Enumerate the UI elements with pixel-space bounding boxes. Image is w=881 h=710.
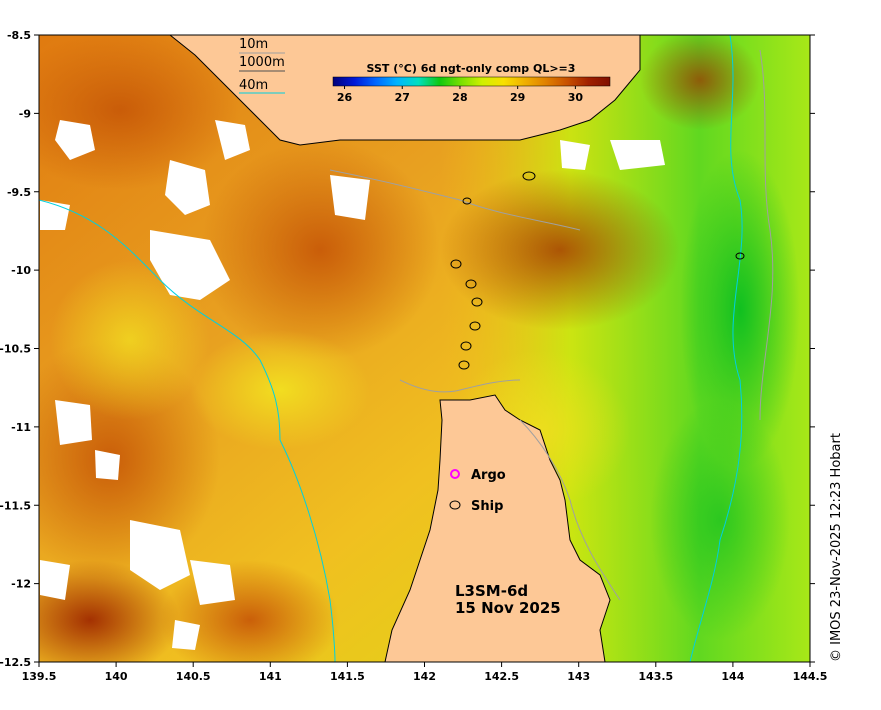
colorbar-tick-label: 27 <box>395 91 410 104</box>
lon-tick-label: 140 <box>105 670 128 683</box>
ship-marker <box>450 259 462 269</box>
lat-tick-label: -10 <box>11 264 31 277</box>
lat-tick-label: -10.5 <box>0 343 31 356</box>
product-label: L3SM-6d 15 Nov 2025 <box>455 582 561 617</box>
lon-tick-label: 142 <box>413 670 436 683</box>
cape-york-peninsula <box>384 394 611 663</box>
ship-symbol <box>449 500 461 510</box>
longitude-axis: 139.5 140 140.5 141 141.5 142 142.5 143 143.5 144… <box>22 662 828 683</box>
ship-marker <box>458 360 470 370</box>
ship-label: Ship <box>471 499 503 514</box>
lon-tick-label: 143.5 <box>638 670 673 683</box>
ship-marker <box>462 197 472 205</box>
sst-hot-patch-sw <box>39 560 180 662</box>
lat-tick-label: -9 <box>19 107 31 120</box>
colorbar-ticks: 26 27 28 29 30 <box>337 86 583 104</box>
argo-label: Argo <box>471 468 506 483</box>
lat-tick-label: -11.5 <box>0 499 31 512</box>
lat-tick-label: -9.5 <box>7 186 31 199</box>
lon-tick-label: 143 <box>567 670 590 683</box>
colorbar-title: SST (°C) 6d ngt-only comp QL>=3 <box>367 62 576 75</box>
sst-warm-patch-central <box>200 140 440 360</box>
observation-legend: Argo Ship <box>449 468 506 514</box>
contour-10m-east <box>759 49 774 421</box>
contour-40m-west <box>39 199 281 441</box>
lon-tick-label: 141 <box>259 670 282 683</box>
colorbar-tick-label: 28 <box>452 91 467 104</box>
contour-40m-east <box>689 35 743 662</box>
land <box>168 34 641 663</box>
contour-10m-tip <box>399 379 521 393</box>
lon-tick-label: 140.5 <box>176 670 211 683</box>
colorbar: SST (°C) 6d ngt-only comp QL>=3 26 27 28 29… <box>332 62 611 104</box>
new-guinea-coast <box>168 34 641 146</box>
contour-10m-strait <box>329 169 581 231</box>
ship-marker <box>460 341 472 351</box>
depth-legend: 10m 1000m 40m <box>239 37 285 94</box>
colorbar-tick-label: 29 <box>510 91 525 104</box>
colorbar-bar <box>332 76 611 87</box>
colorbar-tick-label: 26 <box>337 91 353 104</box>
colorbar-tick-label: 30 <box>568 91 584 104</box>
cloud-mask <box>40 120 665 650</box>
lon-tick-label: 139.5 <box>22 670 57 683</box>
ship-marker <box>471 297 483 307</box>
lon-tick-label: 141.5 <box>330 670 365 683</box>
ship-marker <box>522 171 536 181</box>
lon-tick-label: 144 <box>721 670 744 683</box>
depth-legend-10m: 10m <box>239 37 268 52</box>
sst-yellow-patch-west <box>50 260 210 420</box>
lat-tick-label: -12.5 <box>0 656 31 669</box>
lon-tick-label: 144.5 <box>793 670 828 683</box>
product-date: 15 Nov 2025 <box>455 599 561 617</box>
argo-symbol <box>450 469 460 479</box>
sst-cool-patch-south <box>650 400 790 640</box>
sst-hot-patch-ne <box>640 35 760 130</box>
sst-hot-patch-north <box>440 170 680 330</box>
ship-marker <box>465 279 477 289</box>
lat-tick-label: -8.5 <box>7 29 31 42</box>
depth-legend-40m: 40m <box>239 78 268 93</box>
ship-marker <box>735 252 745 260</box>
ship-observations <box>450 171 745 370</box>
sst-yellow-patch <box>190 330 370 450</box>
ship-marker <box>469 321 481 331</box>
product-name: L3SM-6d <box>455 582 528 600</box>
lon-tick-label: 142.5 <box>484 670 519 683</box>
contour-10m-east-coast <box>519 419 621 601</box>
imos-credit: © IMOS 23-Nov-2025 12:23 Hobart <box>829 433 844 662</box>
contour-40m-south <box>279 439 336 662</box>
latitude-axis: -8.5 -9 -9.5 -10 -10.5 -11 -11.5 -12 -12.5 <box>0 29 815 669</box>
depth-contours <box>39 35 774 662</box>
lat-tick-label: -11 <box>11 421 31 434</box>
lat-tick-label: -12 <box>11 578 31 591</box>
depth-legend-1000m: 1000m <box>239 55 285 70</box>
